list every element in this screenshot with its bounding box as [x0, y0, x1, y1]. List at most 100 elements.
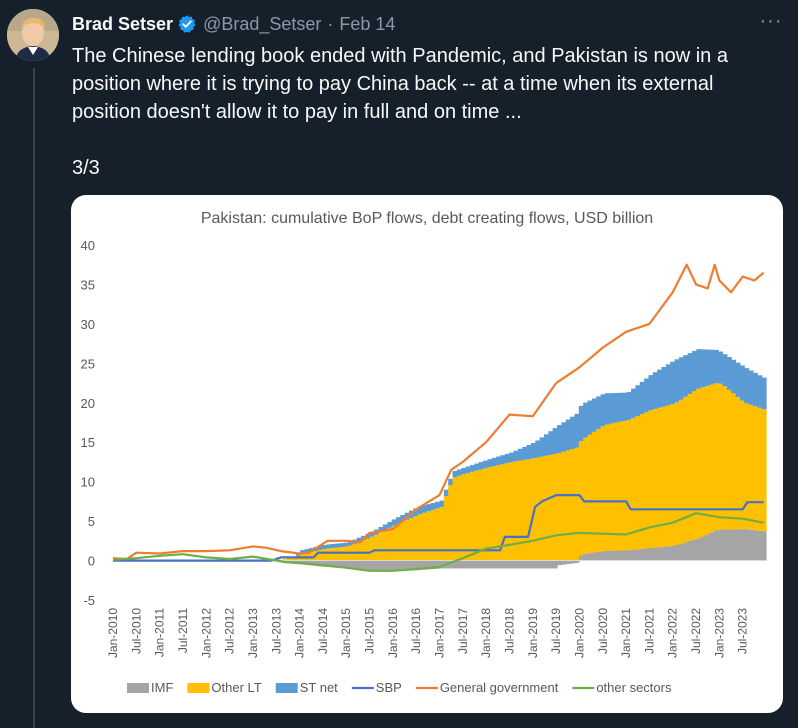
area-bar-imf	[683, 542, 688, 560]
area-bar-other-lt	[422, 513, 427, 561]
area-bar-imf	[622, 550, 627, 560]
area-bar-imf	[588, 553, 593, 560]
legend-swatch	[127, 683, 149, 693]
area-bar-st-net	[592, 398, 597, 431]
area-bar-imf	[496, 561, 501, 569]
y-tick-label: -5	[83, 593, 95, 608]
area-bar-other-lt	[688, 394, 693, 541]
area-bar-st-net	[731, 360, 736, 394]
area-bar-other-lt	[479, 469, 484, 560]
area-bar-other-lt	[566, 450, 571, 560]
area-bar-imf	[692, 540, 697, 561]
area-bar-imf	[714, 530, 719, 560]
area-bar-imf	[357, 561, 362, 570]
area-bar-other-lt	[361, 540, 366, 560]
area-bar-imf	[396, 561, 401, 571]
x-tick-label: Jan-2022	[666, 608, 680, 658]
chart-svg: Pakistan: cumulative BoP flows, debt cre…	[71, 195, 783, 713]
area-bar-imf	[675, 545, 680, 561]
area-bar-other-lt	[374, 535, 379, 561]
area-bar-st-net	[544, 434, 549, 455]
x-tick-label: Jul-2020	[596, 608, 610, 654]
x-tick-label: Jan-2018	[479, 608, 493, 658]
area-bar-imf	[688, 541, 693, 561]
area-bar-st-net	[648, 375, 653, 410]
author-name[interactable]: Brad Setser	[72, 14, 173, 35]
area-bar-other-lt	[396, 524, 401, 561]
area-bar-st-net	[583, 403, 588, 438]
area-bar-st-net	[561, 422, 566, 451]
legend-label: ST net	[300, 680, 338, 695]
area-bar-imf	[722, 530, 727, 561]
area-bar-imf	[592, 553, 597, 561]
area-bar-st-net	[448, 479, 453, 485]
area-bar-st-net	[683, 355, 688, 397]
area-bar-other-lt	[570, 449, 575, 561]
area-bar-other-lt	[466, 473, 471, 561]
x-tick-label: Jan-2012	[199, 608, 213, 658]
tweet-text-line: position doesn't allow it to pay in full…	[72, 98, 788, 126]
area-bar-st-net	[640, 382, 645, 414]
area-bar-imf	[727, 529, 732, 560]
area-bar-st-net	[749, 371, 754, 405]
area-bar-st-net	[662, 367, 667, 407]
tweet-date[interactable]: Feb 14	[339, 14, 395, 35]
area-bar-other-lt	[714, 383, 719, 530]
area-bar-other-lt	[618, 422, 623, 551]
chart-image[interactable]: Pakistan: cumulative BoP flows, debt cre…	[71, 195, 783, 713]
x-tick-label: Jul-2015	[363, 608, 377, 654]
x-tick-label: Jan-2017	[433, 608, 447, 658]
area-bar-other-lt	[683, 397, 688, 543]
area-bar-other-lt	[540, 457, 545, 561]
x-tick-label: Jul-2017	[456, 608, 470, 654]
area-bar-other-lt	[548, 455, 553, 561]
area-bar-st-net	[492, 458, 497, 466]
legend-label: other sectors	[596, 680, 672, 695]
area-bar-st-net	[322, 545, 327, 549]
tweet-header: Brad Setser @Brad_Setser · Feb 14	[72, 12, 395, 36]
area-bar-st-net	[696, 349, 701, 388]
area-bar-st-net	[496, 457, 501, 466]
y-tick-label: 10	[81, 475, 95, 490]
area-bar-other-lt	[522, 460, 527, 561]
area-bar-other-lt	[705, 386, 710, 534]
area-bar-imf	[566, 561, 571, 565]
area-bar-imf	[479, 561, 484, 569]
more-options-icon[interactable]: ···	[758, 14, 784, 34]
area-bar-other-lt	[675, 402, 680, 545]
area-bar-other-lt	[392, 526, 397, 561]
y-tick-label: 15	[81, 435, 95, 450]
area-bar-st-net	[514, 451, 519, 462]
area-bar-other-lt	[339, 547, 344, 561]
area-bar-imf	[644, 548, 649, 560]
y-tick-label: 20	[81, 396, 95, 411]
area-bar-imf	[509, 561, 514, 569]
area-bar-other-lt	[627, 420, 632, 550]
area-bar-other-lt	[400, 522, 405, 561]
avatar[interactable]	[7, 9, 59, 61]
x-tick-label: Jan-2021	[619, 608, 633, 658]
area-bar-st-net	[727, 357, 732, 390]
area-bar-st-net	[474, 464, 479, 471]
area-bar-st-net	[392, 519, 397, 525]
area-bar-st-net	[757, 375, 762, 407]
area-bar-other-lt	[744, 403, 749, 529]
area-bar-imf	[666, 546, 671, 560]
area-bar-other-lt	[409, 518, 414, 561]
y-tick-label: 40	[81, 238, 95, 253]
area-bar-imf	[614, 551, 619, 561]
area-bar-st-net	[331, 544, 336, 548]
area-bar-imf	[753, 530, 758, 560]
area-bar-other-lt	[483, 468, 488, 560]
area-bar-other-lt	[561, 452, 566, 561]
area-bar-imf	[631, 550, 636, 561]
thread-counter: 3/3	[72, 154, 788, 182]
area-bar-imf	[370, 561, 375, 570]
area-bar-other-lt	[518, 461, 523, 561]
area-bar-other-lt	[365, 539, 370, 561]
area-bar-imf	[662, 547, 667, 561]
x-tick-label: Jul-2023	[736, 608, 750, 654]
area-bar-other-lt	[413, 516, 418, 561]
author-handle[interactable]: @Brad_Setser	[203, 14, 321, 35]
area-bar-imf	[640, 549, 645, 561]
